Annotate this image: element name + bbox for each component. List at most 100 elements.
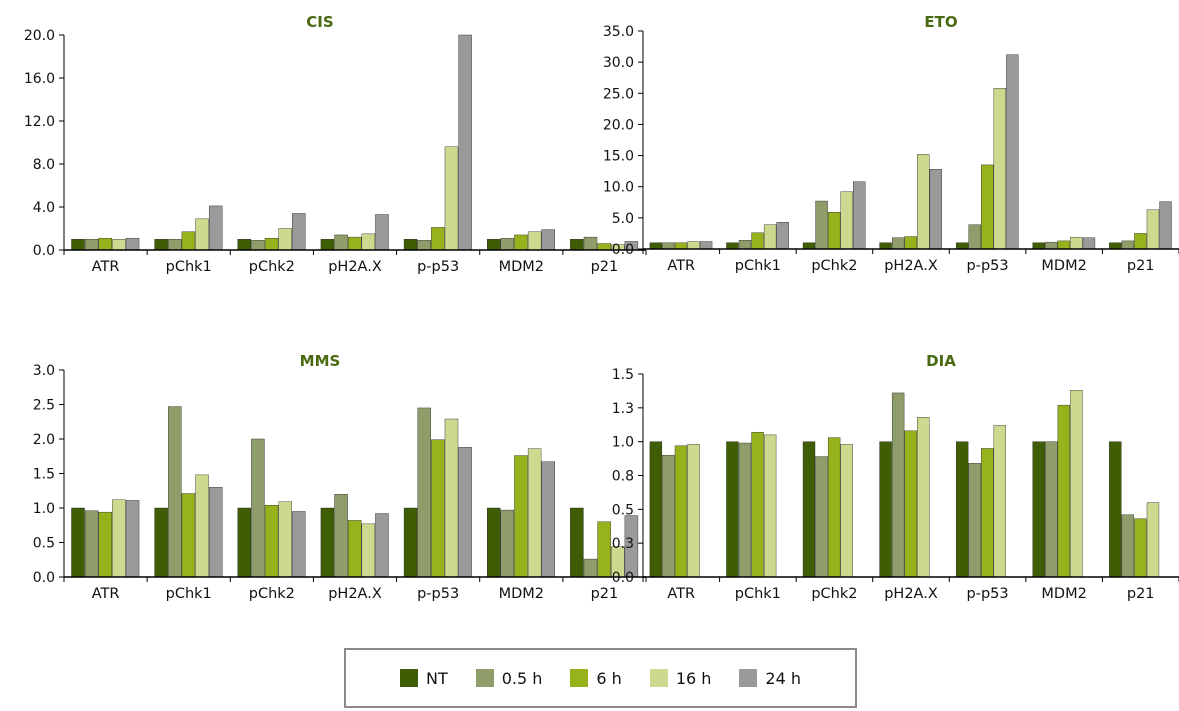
bar: [361, 523, 376, 578]
y-tick-label: 1.0: [612, 435, 634, 451]
bar: [687, 241, 700, 250]
bar: [853, 181, 866, 250]
y-tick-label: 10.0: [603, 180, 634, 196]
bar: [763, 434, 777, 578]
bar: [597, 243, 611, 251]
chart-title: MMS: [300, 352, 341, 370]
bar: [444, 418, 459, 578]
chart-dia: DIA 0.0 0.3 0.5 0.8 1.0 1.3 1.5 ATR pChk1 pChk2 pH2…: [612, 352, 1179, 602]
category-label: p-p53: [417, 259, 459, 275]
y-tick-label: 0.0: [33, 570, 55, 586]
bar: [699, 241, 713, 250]
bar: [776, 222, 789, 250]
category-label: pChk1: [735, 258, 781, 274]
bar: [662, 242, 675, 250]
category-label: pH2A.X: [328, 259, 382, 275]
bar: [968, 224, 981, 250]
bar: [278, 501, 292, 578]
bar: [802, 242, 816, 250]
bar: [726, 441, 739, 578]
bar: [71, 239, 85, 251]
category-label: ATR: [667, 258, 695, 274]
legend: NT 0.5 h 6 h 16 h 24 h: [344, 648, 857, 708]
bar: [738, 442, 752, 578]
bar: [815, 200, 828, 250]
y-tick-label: 4.0: [33, 200, 55, 216]
bar: [751, 232, 764, 250]
bar: [917, 417, 930, 578]
bar: [1159, 201, 1172, 250]
y-tick-label: 1.0: [33, 501, 55, 517]
chart-mms: MMS 0.0 0.5 1.0 1.5 2.0 2.5 3.0 ATR pChk1 pChk2 pH2…: [33, 352, 647, 602]
category-label: p21: [591, 586, 619, 602]
bar: [71, 507, 85, 578]
y-tick-label: 0.0: [612, 242, 634, 258]
category-label: pChk1: [166, 586, 212, 602]
legend-swatch-16h: [649, 669, 668, 687]
y-tick-label: 2.5: [33, 398, 55, 414]
bar: [1121, 240, 1135, 250]
category-label: pChk2: [811, 258, 857, 274]
bar: [827, 212, 841, 250]
bar: [968, 463, 981, 578]
legend-item-16h: 16 h: [649, 668, 712, 688]
bar: [541, 461, 555, 578]
bar: [514, 234, 528, 251]
bar: [649, 242, 663, 250]
chart-title: ETO: [924, 13, 957, 31]
bar: [891, 392, 905, 578]
category-label: pH2A.X: [328, 586, 382, 602]
bar: [955, 242, 969, 250]
bar: [1070, 236, 1083, 250]
bar: [929, 169, 942, 250]
bar: [879, 441, 892, 578]
bar: [1109, 441, 1122, 578]
bar: [375, 214, 389, 251]
bar: [84, 510, 99, 578]
legend-swatch-6h: [570, 669, 589, 687]
y-tick-label: 0.5: [33, 536, 55, 552]
bar: [195, 218, 209, 251]
category-label: p-p53: [967, 258, 1009, 274]
chart-title: DIA: [926, 352, 956, 370]
legend-swatch-nt: [399, 669, 418, 687]
bar: [264, 237, 279, 251]
bar: [904, 236, 917, 250]
y-tick-label: 0.3: [612, 536, 634, 552]
bar: [417, 407, 431, 578]
bar: [334, 494, 348, 578]
bar: [486, 507, 501, 578]
y-tick-label: 0.8: [612, 469, 634, 485]
bar: [815, 456, 828, 578]
bar: [891, 237, 905, 250]
bar: [1109, 242, 1122, 250]
y-tick-label: 2.0: [33, 432, 55, 448]
y-tick-label: 1.5: [612, 367, 634, 383]
chart-title: CIS: [306, 13, 333, 31]
bar: [570, 239, 584, 251]
category-label: p-p53: [967, 586, 1009, 602]
bar: [726, 242, 739, 250]
bar: [981, 448, 994, 578]
category-label: p21: [591, 259, 619, 275]
bar: [168, 239, 182, 251]
bar: [827, 437, 841, 578]
category-label: pH2A.X: [884, 258, 938, 274]
bar: [1045, 441, 1058, 578]
y-tick-label: 5.0: [612, 211, 634, 227]
category-label: pChk1: [735, 586, 781, 602]
category-label: ATR: [92, 586, 120, 602]
bar: [674, 242, 688, 250]
chart-eto: ETO 0.0 5.0 10.0 15.0 20.0 25.0 30.0 35.0 ATR pChk…: [603, 13, 1179, 274]
bar: [649, 441, 663, 578]
bar: [278, 228, 292, 251]
bar: [181, 493, 196, 578]
category-label: pChk1: [166, 259, 212, 275]
y-tick-label: 3.0: [33, 363, 55, 379]
bar: [444, 146, 459, 251]
bar: [981, 164, 994, 250]
bar: [154, 507, 168, 578]
legend-item-nt: NT: [399, 669, 448, 688]
legend-label: 16 h: [675, 668, 712, 688]
